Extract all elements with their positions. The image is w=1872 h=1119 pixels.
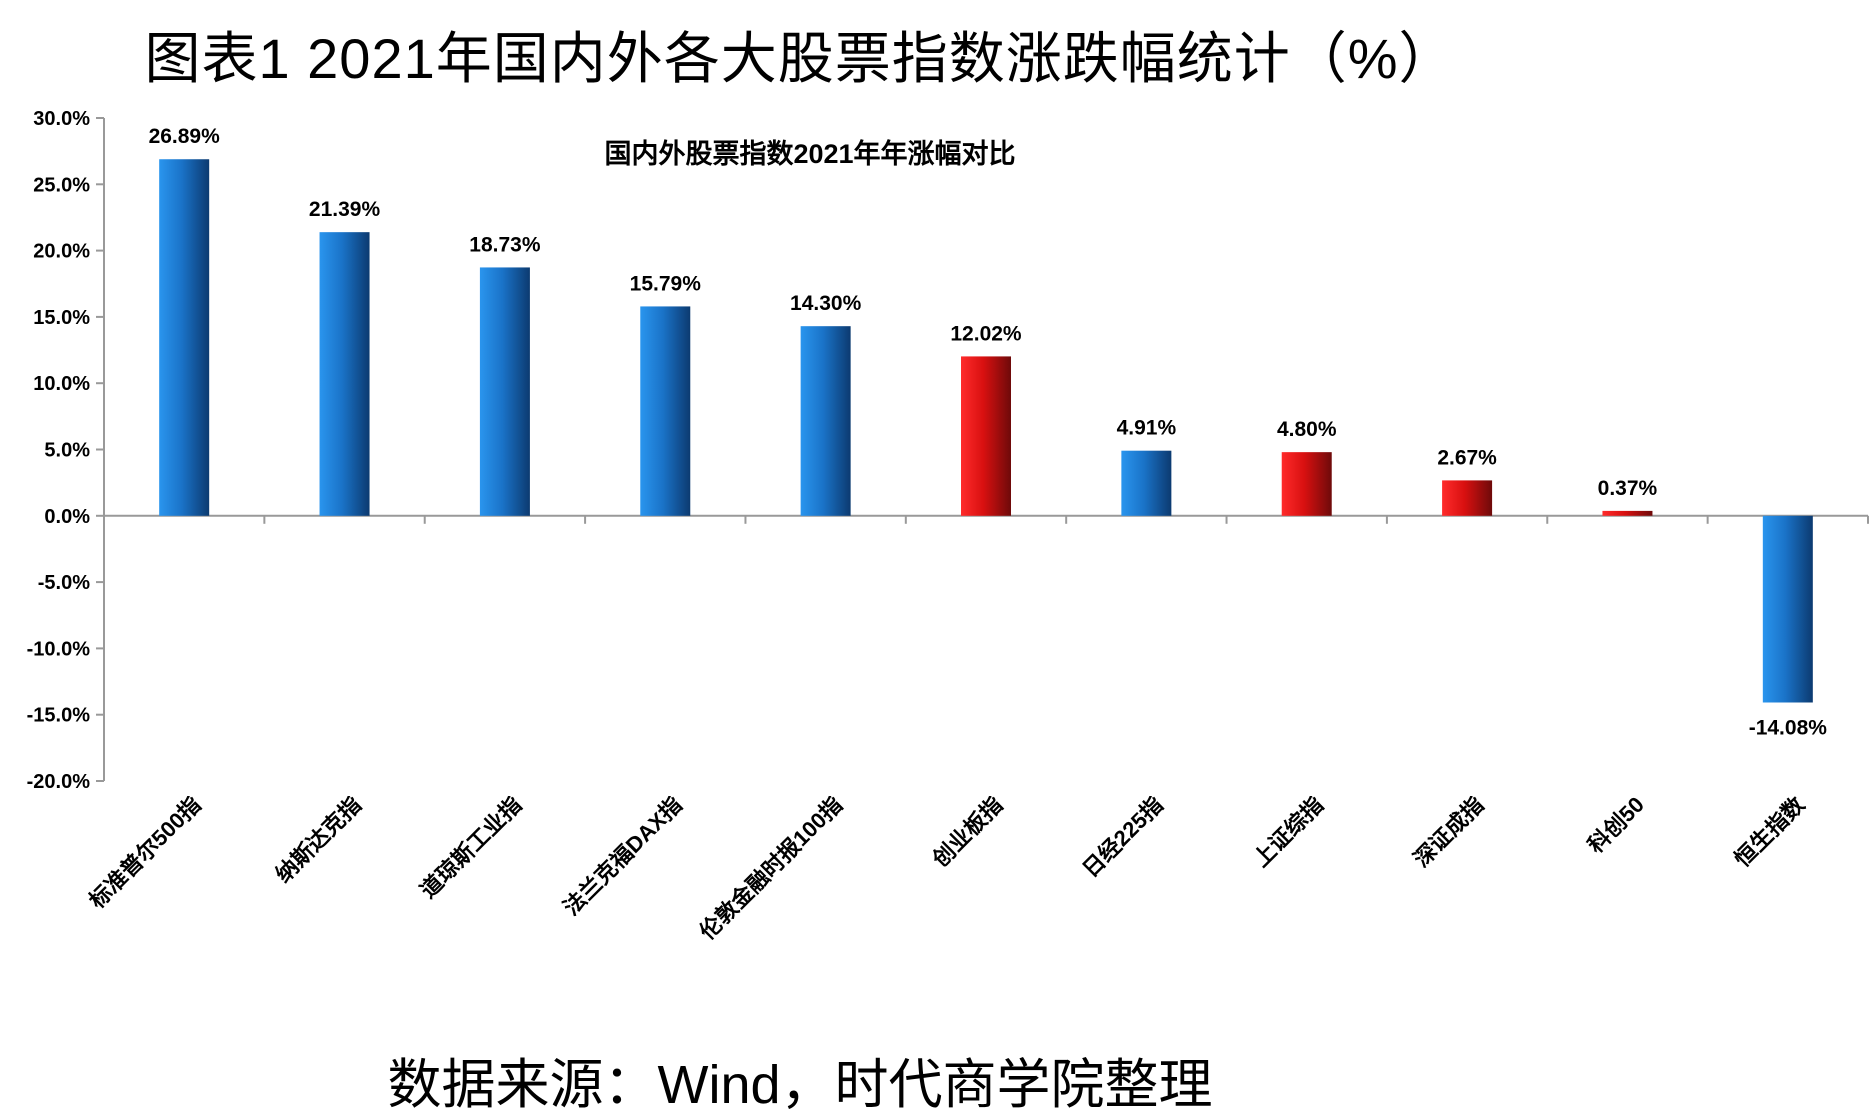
y-tick-label: 0.0%: [44, 506, 90, 528]
x-axis: [104, 514, 1869, 524]
y-tick-label: -15.0%: [27, 705, 91, 727]
data-label-10: 0.37%: [1598, 477, 1658, 500]
page-title: 图表1 2021年国内外各大股票指数涨跌幅统计（%）: [144, 27, 1456, 90]
y-tick-label: -5.0%: [38, 572, 90, 594]
bar-6: [961, 356, 1011, 516]
y-tick-label: 10.0%: [33, 373, 90, 395]
category-label-2: 纳斯达克指: [271, 792, 366, 887]
category-label-9: 深证成指: [1409, 792, 1489, 872]
category-labels: 标准普尔500指 纳斯达克指 道琼斯工业指 法兰克福DAX指 伦敦金融时报100指 创业板…: [84, 791, 1810, 944]
y-tick-label: 30.0%: [33, 108, 90, 130]
bar-8: [1281, 452, 1332, 516]
category-label-3: 道琼斯工业指: [415, 792, 526, 903]
category-label-1: 标准普尔500指: [84, 792, 205, 913]
category-label-7: 日经225指: [1078, 792, 1168, 882]
bar-9: [1442, 480, 1493, 516]
data-label-3: 18.73%: [469, 233, 541, 256]
bar-2: [319, 232, 370, 516]
data-label-11: -14.08%: [1749, 717, 1828, 740]
y-axis: 30.0% 25.0% 20.0% 15.0% 10.0% 5.0% 0.0% -5.0% -1…: [27, 108, 105, 793]
y-tick-label: -10.0%: [27, 638, 91, 660]
category-label-4: 法兰克福DAX指: [559, 792, 687, 920]
bar-4: [640, 306, 691, 516]
y-tick-label: 5.0%: [44, 440, 90, 462]
data-label-8: 4.80%: [1277, 418, 1337, 441]
data-label-7: 4.91%: [1117, 417, 1177, 440]
bar-10: [1602, 510, 1653, 516]
source-note: 数据来源：Wind，时代商学院整理: [387, 1055, 1213, 1115]
y-tick-label: 15.0%: [33, 307, 90, 329]
category-label-10: 科创50: [1583, 792, 1649, 858]
category-label-5: 伦敦金融时报100指: [695, 792, 848, 945]
bar-7: [1121, 450, 1172, 516]
data-label-2: 21.39%: [309, 198, 381, 221]
data-label-9: 2.67%: [1437, 446, 1497, 469]
y-tick-label: 25.0%: [33, 174, 90, 196]
bar-5: [800, 326, 851, 516]
category-label-6: 创业板指: [927, 792, 1008, 873]
data-label-6: 12.02%: [950, 322, 1022, 345]
chart-inner-title: 国内外股票指数2021年年涨幅对比: [604, 138, 1015, 169]
y-tick-label: 20.0%: [33, 241, 90, 263]
bar-11: [1762, 515, 1813, 703]
bar-3: [479, 267, 530, 516]
data-labels: 26.89% 21.39% 18.73% 15.79% 14.30% 12.02% 4.91…: [149, 125, 1828, 739]
data-label-5: 14.30%: [790, 292, 862, 315]
category-label-11: 恒生指数: [1729, 791, 1810, 872]
data-label-4: 15.79%: [630, 272, 702, 295]
bar-chart: 国内外股票指数2021年年涨幅对比 30.0% 25.0% 20.0% 15.0% 10…: [27, 108, 1869, 944]
bars: [159, 159, 1813, 703]
bar-1: [159, 159, 210, 516]
category-label-8: 上证综指: [1248, 792, 1328, 872]
data-label-1: 26.89%: [149, 125, 221, 148]
y-tick-label: -20.0%: [27, 771, 91, 793]
